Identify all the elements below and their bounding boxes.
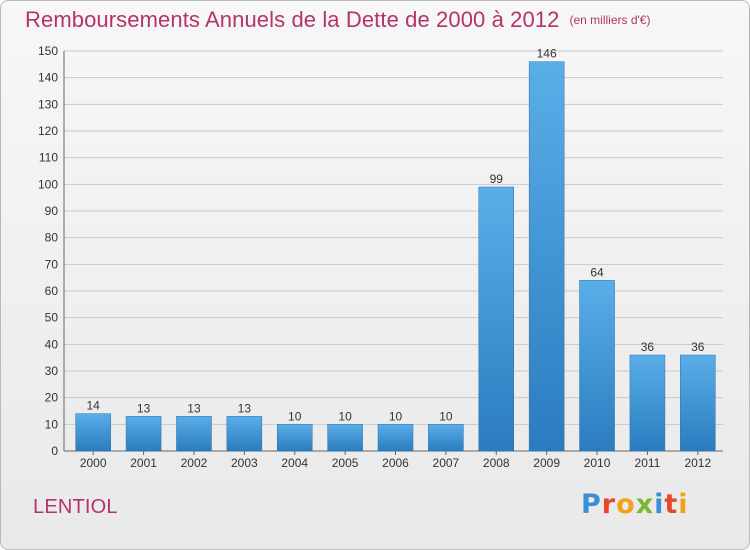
data-label: 13: [187, 401, 201, 415]
data-label: 10: [389, 409, 403, 423]
data-label: 36: [691, 340, 705, 354]
logo-letter: o: [616, 489, 636, 520]
chart-title: Remboursements Annuels de la Dette de 20…: [25, 7, 560, 32]
y-tick-label: 110: [39, 151, 58, 165]
x-tick-label: 2012: [684, 456, 711, 470]
chart-subtitle: (en milliers d'€): [569, 13, 651, 27]
bar: [377, 424, 414, 452]
x-tick-label: 2008: [483, 456, 510, 470]
x-tick-label: 2007: [433, 456, 460, 470]
data-label: 13: [137, 401, 151, 415]
commune-name: LENTIOL: [33, 496, 118, 518]
x-tick-label: 2011: [635, 456, 661, 470]
bar: [680, 354, 716, 452]
title-row: Remboursements Annuels de la Dette de 20…: [25, 7, 650, 33]
bar: [125, 416, 162, 452]
y-tick-label: 150: [38, 44, 58, 58]
y-tick-label: 80: [45, 231, 59, 245]
data-label: 64: [590, 265, 604, 279]
y-tick-label: 90: [45, 204, 59, 218]
y-tick-label: 60: [45, 284, 59, 298]
y-tick-label: 100: [38, 177, 58, 191]
data-label: 99: [490, 172, 504, 186]
x-tick-label: 2010: [584, 456, 611, 470]
bar: [226, 416, 263, 452]
x-tick-label: 2006: [382, 456, 409, 470]
x-tick-label: 2002: [181, 456, 208, 470]
bar: [478, 186, 515, 452]
bar: [579, 280, 615, 452]
proxiti-logo: Proxiti: [581, 489, 689, 520]
data-label: 10: [439, 409, 453, 423]
bar: [75, 413, 111, 452]
logo-letter: i: [654, 489, 665, 520]
data-label: 146: [537, 47, 557, 61]
x-tick-label: 2000: [80, 456, 107, 470]
logo-letter: P: [581, 489, 602, 520]
data-label: 10: [288, 409, 302, 423]
bar: [327, 424, 363, 452]
logo-letter: i: [678, 489, 689, 520]
y-tick-label: 130: [38, 97, 58, 111]
data-label: 10: [338, 409, 352, 423]
bar: [428, 424, 464, 452]
x-tick-label: 2009: [533, 456, 560, 470]
logo-letter: r: [601, 489, 617, 520]
y-tick-label: 30: [45, 364, 59, 378]
y-tick-label: 40: [45, 337, 59, 351]
y-tick-label: 70: [45, 257, 59, 271]
bar: [176, 416, 212, 452]
y-tick-label: 0: [51, 444, 58, 458]
logo-letter: x: [635, 489, 655, 520]
bar: [528, 61, 565, 452]
y-tick-label: 10: [45, 417, 59, 431]
x-tick-label: 2001: [130, 456, 157, 470]
y-tick-label: 20: [45, 391, 59, 405]
data-label: 13: [238, 401, 252, 415]
y-tick-label: 140: [38, 71, 58, 85]
y-tick-label: 120: [38, 124, 58, 138]
data-label: 14: [87, 399, 101, 413]
data-label: 36: [641, 340, 655, 354]
x-tick-label: 2004: [281, 456, 308, 470]
x-tick-label: 2003: [231, 456, 258, 470]
logo-letter: t: [664, 489, 679, 520]
y-tick-label: 50: [45, 311, 59, 325]
bar: [629, 354, 666, 452]
bar: [276, 424, 313, 452]
x-tick-label: 2005: [332, 456, 359, 470]
